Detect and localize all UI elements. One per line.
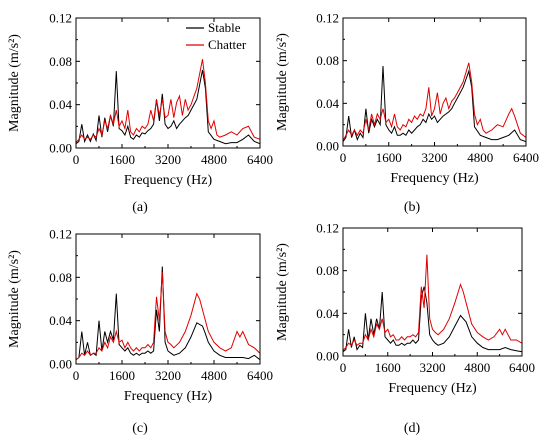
y-tick-label: 0.12 xyxy=(316,11,339,26)
x-tick-label: 0 xyxy=(73,368,80,383)
y-tick-label: 0.12 xyxy=(316,221,339,236)
y-tick-label: 0.08 xyxy=(316,53,339,68)
y-tick-label: 0.04 xyxy=(49,97,72,112)
series-line-stable xyxy=(76,266,260,361)
x-tick-label: 6400 xyxy=(247,368,273,383)
panel-label: (b) xyxy=(404,200,421,215)
x-tick-label: 6400 xyxy=(509,360,535,375)
x-tick-label: 6400 xyxy=(513,150,539,165)
plot-frame xyxy=(342,227,523,357)
y-tick-label: 0.08 xyxy=(49,54,72,69)
x-axis-label: Frequency (Hz) xyxy=(388,381,477,396)
x-tick-label: 3200 xyxy=(155,368,181,383)
series-line-stable xyxy=(343,286,522,353)
y-axis-label: Magnitude (m/s²) xyxy=(7,34,22,132)
y-tick-label: 0.04 xyxy=(49,313,72,328)
y-tick-label: 0.00 xyxy=(49,357,72,372)
y-axis-label: Magnitude (m/s²) xyxy=(275,243,290,341)
x-tick-label: 1600 xyxy=(376,150,402,165)
panel-label: (a) xyxy=(132,200,148,215)
x-tick-label: 4800 xyxy=(467,150,493,165)
panel-label: (c) xyxy=(132,421,148,436)
y-tick-label: 0.00 xyxy=(316,349,339,364)
y-tick-label: 0.08 xyxy=(49,270,72,285)
series-line-chatter xyxy=(343,62,526,141)
x-tick-label: 0 xyxy=(340,150,347,165)
panel-label: (d) xyxy=(404,421,421,436)
x-tick-label: 6400 xyxy=(247,152,273,167)
x-tick-label: 3200 xyxy=(422,150,448,165)
series-line-stable xyxy=(343,65,526,143)
x-axis-label: Frequency (Hz) xyxy=(124,389,213,404)
chart-panel: 0 1600 3200 4800 6400 0.00 0.04 0.08 0.12 Frequen… xyxy=(275,11,539,216)
y-tick-label: 0.12 xyxy=(49,227,72,242)
series-line-chatter xyxy=(76,59,260,143)
y-tick-label: 0.08 xyxy=(316,263,339,278)
y-axis-label: Magnitude (m/s²) xyxy=(275,33,290,131)
x-tick-label: 4800 xyxy=(201,368,227,383)
x-axis-label: Frequency (Hz) xyxy=(390,171,479,186)
chart-panel: 0 1600 3200 4800 6400 0.00 0.04 0.08 0.12 Frequen… xyxy=(275,221,535,437)
x-tick-label: 1600 xyxy=(109,152,135,167)
x-tick-label: 0 xyxy=(340,360,347,375)
x-tick-label: 1600 xyxy=(109,368,135,383)
y-tick-label: 0.12 xyxy=(49,11,72,26)
y-tick-label: 0.04 xyxy=(316,96,339,111)
x-axis-label: Frequency (Hz) xyxy=(124,173,213,188)
x-tick-label: 4800 xyxy=(201,152,227,167)
legend-label-chatter: Chatter xyxy=(208,37,247,52)
series-line-chatter xyxy=(76,271,260,361)
y-axis-label: Magnitude (m/s²) xyxy=(7,250,22,348)
chart-panel: 0 1600 3200 4800 6400 0.00 0.04 0.08 0.12 Frequen… xyxy=(7,227,273,437)
series-line-chatter xyxy=(343,254,522,352)
y-tick-label: 0.04 xyxy=(316,306,339,321)
y-tick-label: 0.00 xyxy=(49,141,72,156)
y-tick-label: 0.00 xyxy=(316,139,339,154)
x-tick-label: 3200 xyxy=(420,360,446,375)
x-tick-label: 0 xyxy=(73,152,80,167)
chart-panel: 0 1600 3200 4800 6400 0.00 0.04 0.08 0.12 Frequen… xyxy=(7,11,273,216)
x-tick-label: 1600 xyxy=(375,360,401,375)
legend-label-stable: Stable xyxy=(208,20,241,35)
x-tick-label: 4800 xyxy=(464,360,490,375)
x-tick-label: 3200 xyxy=(155,152,181,167)
